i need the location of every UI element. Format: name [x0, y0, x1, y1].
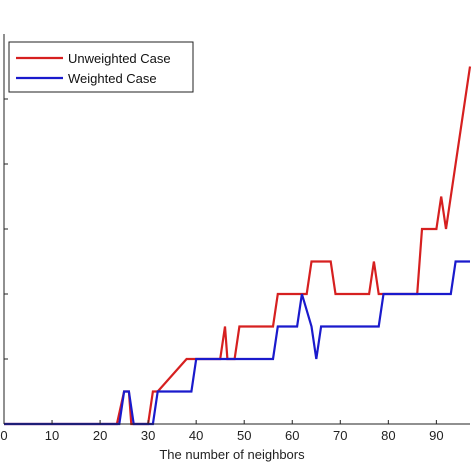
legend: Unweighted Case Weighted Case: [8, 41, 194, 93]
series-layer: [4, 66, 472, 426]
x-tick-label: 10: [45, 428, 59, 443]
x-axis-label: The number of neighbors: [159, 447, 305, 462]
legend-box: [8, 41, 194, 93]
x-tick-label: 60: [285, 428, 299, 443]
axes-layer: 0 10 20 30 40 50 60 70 80 90: [0, 34, 470, 443]
legend-label-weighted: Weighted Case: [68, 71, 157, 86]
x-tick-label: 90: [429, 428, 443, 443]
x-tick-label: 40: [189, 428, 203, 443]
x-tick-label: 70: [333, 428, 347, 443]
series-line-unweighted: [4, 66, 472, 426]
legend-label-unweighted: Unweighted Case: [68, 51, 171, 66]
x-tick-label: 20: [93, 428, 107, 443]
x-tick-label: 80: [381, 428, 395, 443]
x-tick-label: 50: [237, 428, 251, 443]
x-tick-label: 0: [0, 428, 7, 443]
x-tick-label: 30: [141, 428, 155, 443]
series-line-weighted: [4, 260, 470, 426]
